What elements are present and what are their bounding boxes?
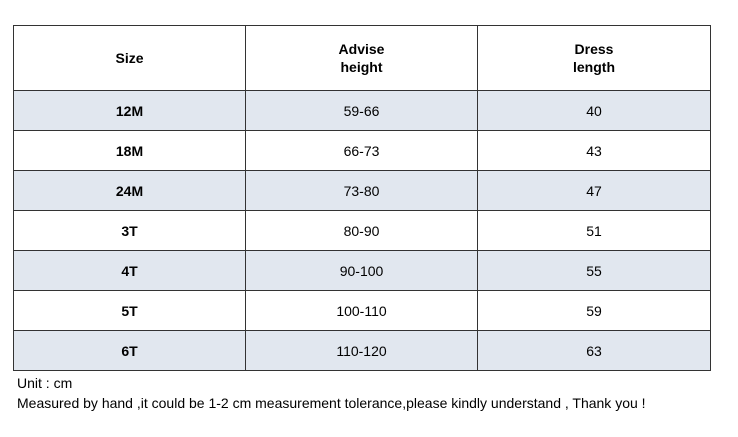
value-cell: 110-120 bbox=[245, 330, 478, 371]
header-cell: Advise height bbox=[245, 25, 478, 91]
size-cell: 4T bbox=[13, 250, 246, 291]
table-body: 12M 59-66 40 18M 66-73 43 24M 73-80 47 3T 80-90 51 4… bbox=[13, 90, 711, 371]
header-text: Size bbox=[115, 50, 144, 66]
header-text: Dress length bbox=[573, 41, 615, 75]
value-cell: 90-100 bbox=[245, 250, 478, 291]
value-cell: 47 bbox=[477, 170, 711, 211]
table-row: 24M 73-80 47 bbox=[13, 170, 711, 211]
value-cell: 43 bbox=[477, 130, 711, 171]
header-text: Advise height bbox=[338, 41, 385, 75]
table-row: 3T 80-90 51 bbox=[13, 210, 711, 251]
tolerance-note: Measured by hand ,it could be 1-2 cm mea… bbox=[17, 395, 646, 411]
value-cell: 55 bbox=[477, 250, 711, 291]
table-row: 4T 90-100 55 bbox=[13, 250, 711, 291]
value-cell: 51 bbox=[477, 210, 711, 251]
notes: Unit : cm Measured by hand ,it could be … bbox=[17, 373, 646, 413]
size-cell: 12M bbox=[13, 90, 246, 131]
size-cell: 3T bbox=[13, 210, 246, 251]
header-row: Size Advise height Dress length bbox=[13, 25, 711, 91]
header-cell: Size bbox=[13, 25, 246, 91]
header-cell: Dress length bbox=[477, 25, 711, 91]
unit-note: Unit : cm bbox=[17, 375, 73, 391]
table-row: 6T 110-120 63 bbox=[13, 330, 711, 371]
value-cell: 63 bbox=[477, 330, 711, 371]
size-cell: 5T bbox=[13, 290, 246, 331]
value-cell: 40 bbox=[477, 90, 711, 131]
size-table: Size Advise height Dress length 12M 59-66 40… bbox=[13, 25, 711, 371]
value-cell: 100-110 bbox=[245, 290, 478, 331]
size-cell: 24M bbox=[13, 170, 246, 211]
table-row: 12M 59-66 40 bbox=[13, 90, 711, 131]
size-cell: 6T bbox=[13, 330, 246, 371]
value-cell: 66-73 bbox=[245, 130, 478, 171]
value-cell: 59-66 bbox=[245, 90, 478, 131]
table-row: 18M 66-73 43 bbox=[13, 130, 711, 171]
table-row: 5T 100-110 59 bbox=[13, 290, 711, 331]
value-cell: 59 bbox=[477, 290, 711, 331]
size-cell: 18M bbox=[13, 130, 246, 171]
value-cell: 80-90 bbox=[245, 210, 478, 251]
value-cell: 73-80 bbox=[245, 170, 478, 211]
